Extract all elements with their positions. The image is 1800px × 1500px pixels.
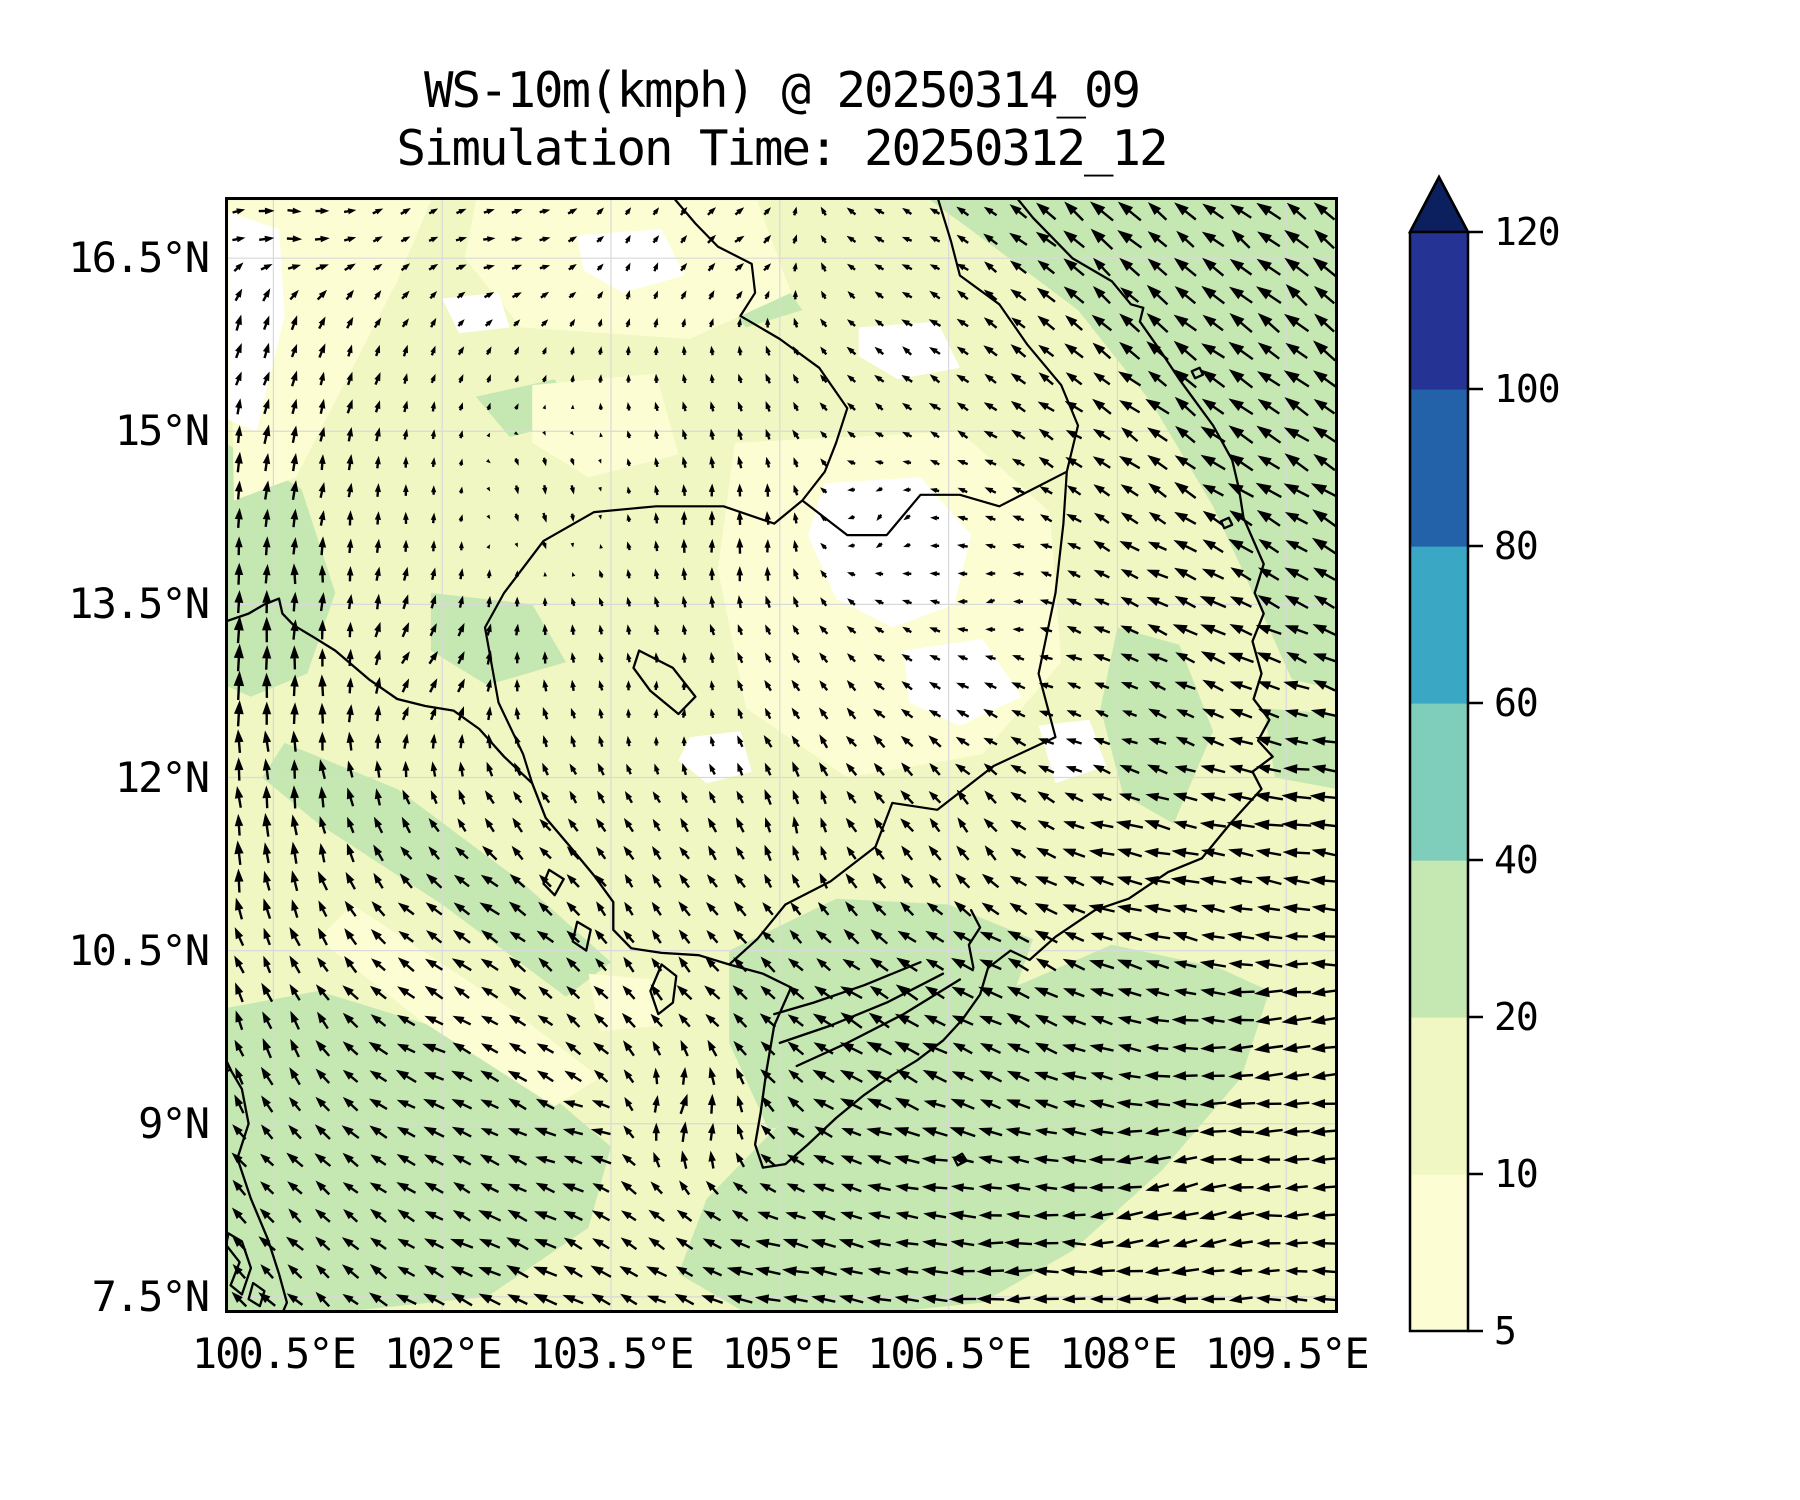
map-frame [225,197,1338,1313]
colorbar-tick-label: 60 [1494,681,1539,725]
colorbar-segment [1410,1174,1468,1332]
x-tick-label: 103.5°E [529,1329,694,1378]
colorbar-tick-label: 120 [1494,210,1561,254]
map-plot [225,197,1338,1313]
contour-region-g [729,898,1033,1130]
contour-region-p [588,973,662,1032]
contour-region-g [678,944,1270,1313]
colorbar-tick-label: 40 [1494,838,1539,882]
coastline-path [773,961,922,1016]
border-path [483,499,803,784]
colorbar-tick-label: 5 [1494,1309,1517,1353]
y-tick-label: 10.5°N [68,925,210,975]
colorbar-segment [1410,546,1468,704]
title-line-2: Simulation Time: 20250312_12 [396,120,1168,177]
colorbar-segment [1410,389,1468,547]
colorbar [1407,174,1483,1333]
y-tick-label: 13.5°N [68,579,210,629]
coastline-path [1190,366,1205,380]
colorbar-segment [1410,232,1468,390]
border-path [728,471,1068,966]
colorbar-segment [1410,1017,1468,1175]
border-path [672,197,849,502]
country-borders [483,197,1080,966]
title-line-1: WS-10m(kmph) @ 20250314_09 [423,62,1141,119]
colorbar-tick-label: 80 [1494,524,1539,568]
contour-region-w [577,229,685,293]
y-tick-label: 16.5°N [68,233,210,283]
coastline-path [778,972,945,1045]
coastline-path [1219,516,1234,530]
y-tick-label: 15°N [114,406,210,456]
x-tick-label: 102°E [383,1329,502,1378]
x-tick-label: 108°E [1059,1329,1177,1378]
wind-quiver-arrows [231,201,1338,1308]
contour-region-p [318,904,600,1107]
coastline-path [225,197,1274,1169]
colorbar-over-arrow [1407,174,1471,234]
border-path [801,470,1068,537]
y-tick-label: 12°N [114,752,210,802]
colorbar-tick-label: 10 [1494,1152,1539,1196]
colorbar-segment [1410,703,1468,861]
x-tick-label: 105°E [721,1329,840,1378]
x-tick-label: 109.5°E [1204,1329,1370,1378]
coastline-path [225,1061,232,1074]
coastline-path [967,909,982,970]
contour-region-g [430,592,566,686]
colorbar-tick-label: 100 [1494,367,1561,411]
colorbar-segment [1410,860,1468,1018]
coastline-path [225,1059,289,1313]
graticule-gridlines [225,197,1338,1313]
contour-region-g [262,742,611,997]
coastline-path [225,1232,253,1296]
contour-region-w [228,212,285,432]
y-tick-label: 9°N [138,1098,210,1148]
colorbar-outline [1408,174,1470,1333]
y-tick-label: 7.5°N [91,1271,210,1321]
contour-region-p [532,373,679,478]
contour-region-g [1100,627,1214,824]
colorbar-tick-label: 20 [1494,995,1539,1039]
coastline-path [795,978,962,1068]
figure-title: WS-10m(kmph) @ 20250314_09 Simulation Ti… [225,62,1338,178]
coastline-path [632,649,697,716]
contour-region-w [807,477,972,628]
contour-region-w [678,731,752,784]
border-path [936,197,1080,472]
x-tick-label: 100.5°E [191,1329,357,1378]
x-tick-label: 106.5°E [867,1329,1032,1378]
colorbar-ticks [1468,230,1483,1333]
contour-region-w [903,639,1022,726]
contour-region-g [225,991,611,1313]
coastline-path [247,1281,266,1308]
